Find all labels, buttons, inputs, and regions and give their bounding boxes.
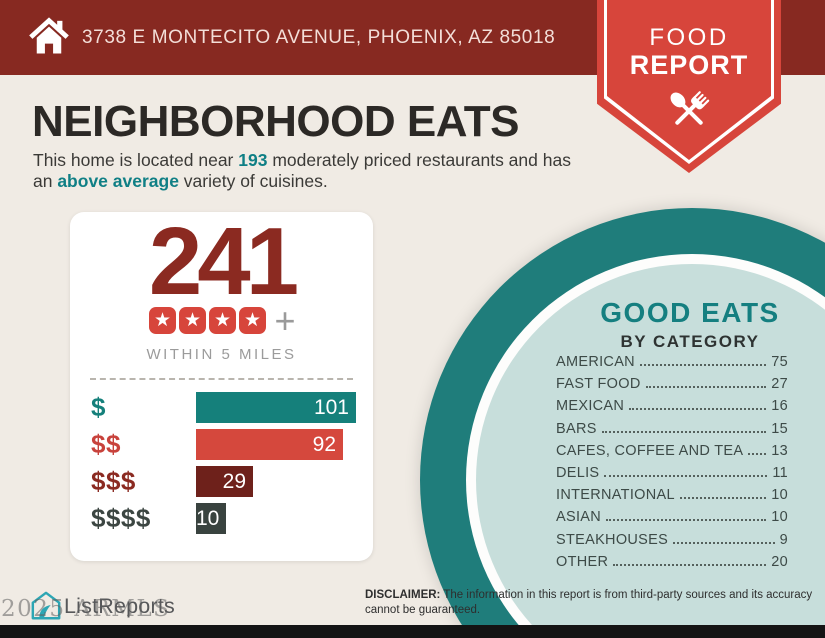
category-row: STEAKHOUSES 9 (556, 532, 788, 554)
category-row: FAST FOOD 27 (556, 376, 788, 398)
category-name: CAFES, COFFEE AND TEA (556, 442, 744, 459)
price-tier-bar: 10 (196, 503, 226, 534)
category-name: FAST FOOD (556, 376, 641, 393)
category-panel-header: GOOD EATS BY CATEGORY (556, 297, 824, 352)
radius-label: WITHIN 5 MILES (146, 346, 297, 363)
star-icon: ★ (148, 307, 176, 334)
category-count: 10 (771, 487, 788, 504)
category-count: 9 (779, 531, 788, 548)
price-tier-bar-chart: $101 $$ 92 $$$ 29 $$$$ 10 (70, 392, 373, 540)
crossed-utensils-icon (670, 91, 710, 125)
category-name: MEXICAN (556, 398, 625, 415)
mls-watermark: 2025 ARMLS (1, 596, 171, 622)
star-rating: ★ ★ ★ ★ + (70, 300, 373, 341)
category-count: 13 (771, 442, 788, 459)
dot-leader (604, 474, 768, 477)
plus-sign: + (274, 300, 296, 341)
category-row: OTHER 20 (556, 554, 788, 576)
restaurant-summary-card: 241 ★ ★ ★ ★ + WITHIN 5 MILES $101 $$ 92 $$$ 29 $$… (70, 212, 373, 561)
dot-leader (679, 497, 767, 500)
category-panel-subtitle: BY CATEGORY (620, 332, 760, 351)
category-count: 20 (771, 553, 788, 570)
intro-sentence: This home is located near 193 moderately… (33, 150, 591, 191)
ribbon-line1: FOOD (649, 24, 729, 51)
category-row: ASIAN 10 (556, 509, 788, 531)
dot-leader (601, 430, 767, 433)
disclaimer: DISCLAIMER: The information in this repo… (365, 588, 817, 617)
disclaimer-text: The information in this report is from t… (365, 589, 813, 616)
category-count: 27 (771, 376, 788, 393)
intro-part1: This home is located near (33, 150, 239, 170)
listreports-wordmark: ListReports (64, 594, 175, 618)
category-row: CAFES, COFFEE AND TEA 13 (556, 443, 788, 465)
total-restaurant-count: 241 (148, 208, 299, 315)
dot-leader (639, 364, 767, 366)
category-count: 10 (771, 509, 788, 526)
ribbon-line2: REPORT (629, 50, 749, 80)
category-count: 75 (771, 354, 788, 370)
category-name: BARS (556, 420, 597, 437)
category-name: AMERICAN (556, 354, 635, 370)
category-row: DELIS 11 (556, 465, 788, 487)
category-name: INTERNATIONAL (556, 487, 675, 504)
disclaimer-label: DISCLAIMER: (365, 589, 441, 601)
dot-leader (673, 541, 775, 544)
category-list: AMERICAN 75 FAST FOOD 27 MEXICAN 16 BARS 15 CAFE… (556, 354, 788, 576)
price-tier-row: $$$ 29 (70, 466, 373, 497)
category-name: DELIS (556, 464, 600, 481)
category-count: 11 (772, 464, 788, 481)
property-address: 3738 E MONTECITO AVENUE, PHOENIX, AZ 850… (82, 27, 556, 48)
category-count: 15 (771, 420, 788, 437)
restaurant-count: 193 (238, 150, 268, 170)
star-icon: ★ (238, 307, 266, 334)
category-name: OTHER (556, 553, 609, 570)
intro-part2: moderately priced restaurants and has an (33, 150, 571, 191)
dot-leader (748, 452, 767, 455)
category-row: INTERNATIONAL 10 (556, 487, 788, 509)
variety-rating: above average (57, 170, 179, 191)
dot-leader (606, 519, 767, 522)
category-name: ASIAN (556, 509, 602, 526)
dot-leader (645, 386, 767, 389)
page-title: NEIGHBORHOOD EATS (32, 97, 519, 146)
category-count: 16 (771, 398, 788, 415)
intro-part3: variety of cuisines. (178, 170, 328, 191)
price-tier-row: $$$$ 10 (70, 503, 373, 534)
star-icon: ★ (208, 307, 236, 334)
dot-leader (613, 563, 767, 566)
food-report-ribbon: FOOD REPORT (597, 0, 781, 173)
price-tier-bar: 29 (196, 466, 253, 497)
category-name: STEAKHOUSES (556, 531, 669, 548)
price-tier-bar: 101 (196, 392, 356, 423)
category-row: AMERICAN 75 (556, 354, 788, 376)
price-tier-label: $ (91, 392, 106, 422)
price-tier-bar: 92 (196, 429, 343, 460)
star-icon: ★ (178, 307, 206, 334)
price-tier-row: $$ 92 (70, 429, 373, 460)
listreports-house-icon (31, 591, 61, 620)
category-row: BARS 15 (556, 421, 788, 443)
home-icon (29, 17, 69, 54)
bottom-letterbox-bar (0, 625, 825, 638)
category-panel-title: GOOD EATS (600, 297, 780, 328)
dot-leader (629, 408, 767, 411)
dashed-divider (90, 378, 353, 380)
price-tier-label: $$$ (91, 466, 136, 496)
price-tier-label: $$ (91, 429, 121, 459)
category-row: MEXICAN 16 (556, 398, 788, 420)
price-tier-label: $$$$ (91, 503, 151, 533)
price-tier-row: $101 (70, 392, 373, 423)
